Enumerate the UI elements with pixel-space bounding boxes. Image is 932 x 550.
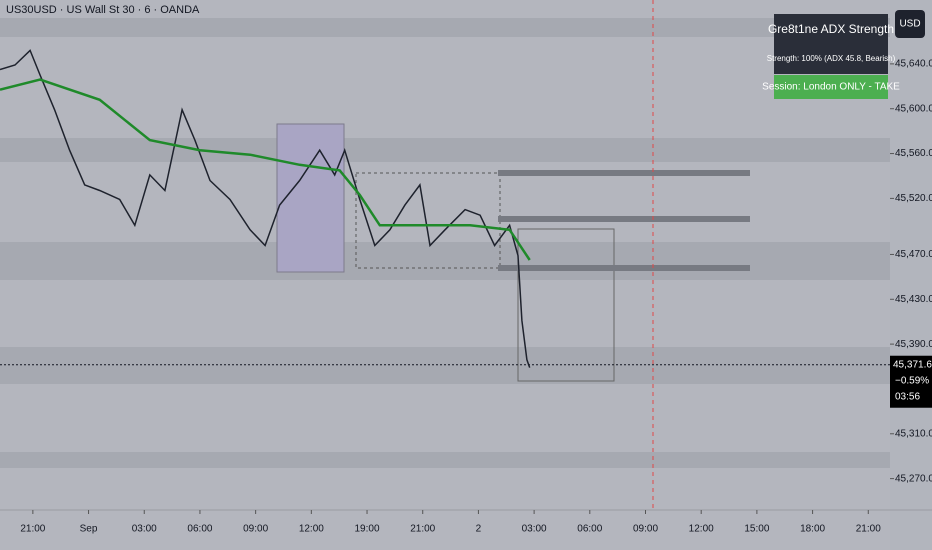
session-text: Session: London ONLY - TAKE [762,82,900,93]
zone [0,452,890,468]
y-tick-label: 45,310.0 [895,428,932,439]
x-tick-label: 03:00 [132,524,157,535]
x-tick-label: 12:00 [299,524,324,535]
currency-button[interactable] [895,10,925,38]
x-tick-label: 03:00 [522,524,547,535]
session-badge [774,75,888,99]
y-tick-label: 45,270.0 [895,473,932,484]
x-tick-label: 15:00 [744,524,769,535]
range-box [355,172,501,269]
y-tick-label: 45,560.0 [895,148,932,159]
y-tick-label: 45,390.0 [895,339,932,350]
y-tick-label: 45,470.0 [895,249,932,260]
panel-title: Gre8t1ne ADX Strength [768,22,894,36]
y-tick-label: 45,600.0 [895,103,932,114]
symbol-title: US30USD · US Wall St 30 · 6 · OANDA [6,4,200,16]
x-tick-label: 18:00 [800,524,825,535]
x-tick-label: Sep [80,524,98,535]
zones [0,0,890,510]
indicator-panel [774,14,888,74]
series-line [0,49,531,368]
zone [0,18,890,37]
zone [0,347,890,384]
last-price-box [890,355,932,408]
target-box [517,228,615,382]
zone [0,138,890,162]
y-tick-label: 45,430.0 [895,294,932,305]
x-tick-label: 21:00 [410,524,435,535]
x-tick-label: 19:00 [355,524,380,535]
x-tick-label: 12:00 [689,524,714,535]
series-line [0,78,531,261]
change-label: −0.59% [895,375,929,386]
x-tick-label: 2 [476,524,482,535]
y-tick-label: 45,640.0 [895,59,932,70]
level-bar [498,265,750,271]
level-bar [498,216,750,222]
range-box [276,123,345,273]
countdown-label: 03:56 [895,391,920,402]
x-tick-label: 21:00 [856,524,881,535]
x-tick-label: 06:00 [187,524,212,535]
x-tick-label: 06:00 [577,524,602,535]
level-bar [498,170,750,176]
zone [0,242,890,280]
price-axis [890,0,932,550]
x-tick-label: 09:00 [243,524,268,535]
panel-strength: Strength: 100% (ADX 45.8, Bearish) [767,54,896,63]
x-tick-label: 09:00 [633,524,658,535]
x-tick-label: 21:00 [20,524,45,535]
y-tick-label: 45,520.0 [895,193,932,204]
last-price-label: 45,371.6 [893,359,932,370]
currency-label: USD [899,19,920,30]
